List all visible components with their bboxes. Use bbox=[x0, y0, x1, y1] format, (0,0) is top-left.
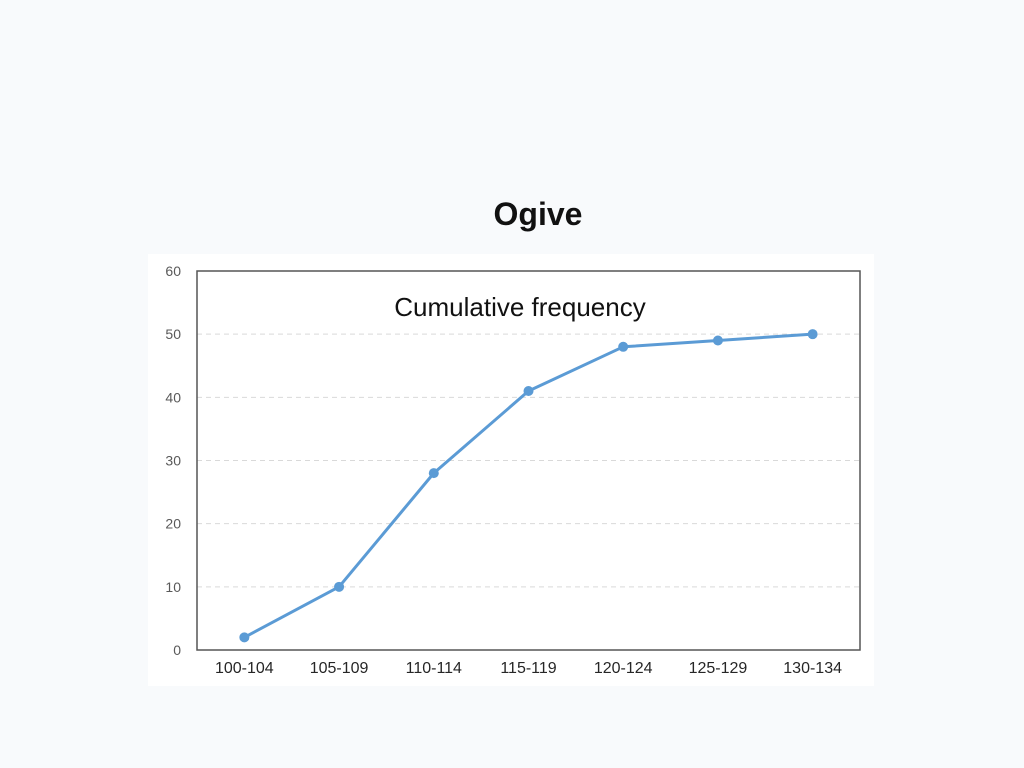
x-tick-label: 105-109 bbox=[310, 660, 369, 677]
data-point bbox=[523, 386, 534, 397]
data-point bbox=[428, 468, 439, 479]
x-tick-label: 100-104 bbox=[215, 660, 274, 677]
y-tick-label: 50 bbox=[165, 326, 181, 342]
x-tick-label: 125-129 bbox=[689, 660, 748, 677]
y-tick-label: 0 bbox=[173, 642, 181, 658]
y-tick-label: 20 bbox=[165, 516, 181, 532]
series-line-0 bbox=[242, 332, 815, 639]
y-tick-label: 40 bbox=[165, 389, 181, 405]
data-point bbox=[239, 632, 250, 643]
data-point bbox=[712, 335, 723, 346]
slide-title: Ogive bbox=[493, 196, 583, 232]
data-point bbox=[334, 581, 345, 592]
data-point bbox=[618, 341, 629, 352]
chart-panel: 0 10 20 30 40 50 60 100-104 105-109 110-114 115-1… bbox=[148, 254, 874, 686]
y-tick-label: 10 bbox=[165, 579, 181, 595]
chart-title: Cumulative frequency bbox=[394, 292, 645, 322]
data-point bbox=[807, 329, 818, 340]
y-tick-label: 60 bbox=[165, 263, 181, 279]
y-tick-label: 30 bbox=[165, 453, 181, 469]
x-tick-label: 130-134 bbox=[783, 660, 842, 677]
plot-area-border bbox=[196, 270, 861, 651]
x-tick-label: 110-114 bbox=[406, 660, 462, 677]
y-axis-tick-labels: 0 10 20 30 40 50 60 bbox=[165, 263, 181, 658]
grid-lines bbox=[197, 333, 860, 588]
x-tick-label: 115-119 bbox=[500, 660, 556, 677]
ogive-chart: 0 10 20 30 40 50 60 100-104 105-109 110-114 115-1… bbox=[165, 263, 861, 677]
series-layer bbox=[239, 329, 818, 643]
x-axis-tick-labels: 100-104 105-109 110-114 115-119 120-124 125-1… bbox=[215, 660, 842, 677]
x-tick-label: 120-124 bbox=[594, 660, 653, 677]
